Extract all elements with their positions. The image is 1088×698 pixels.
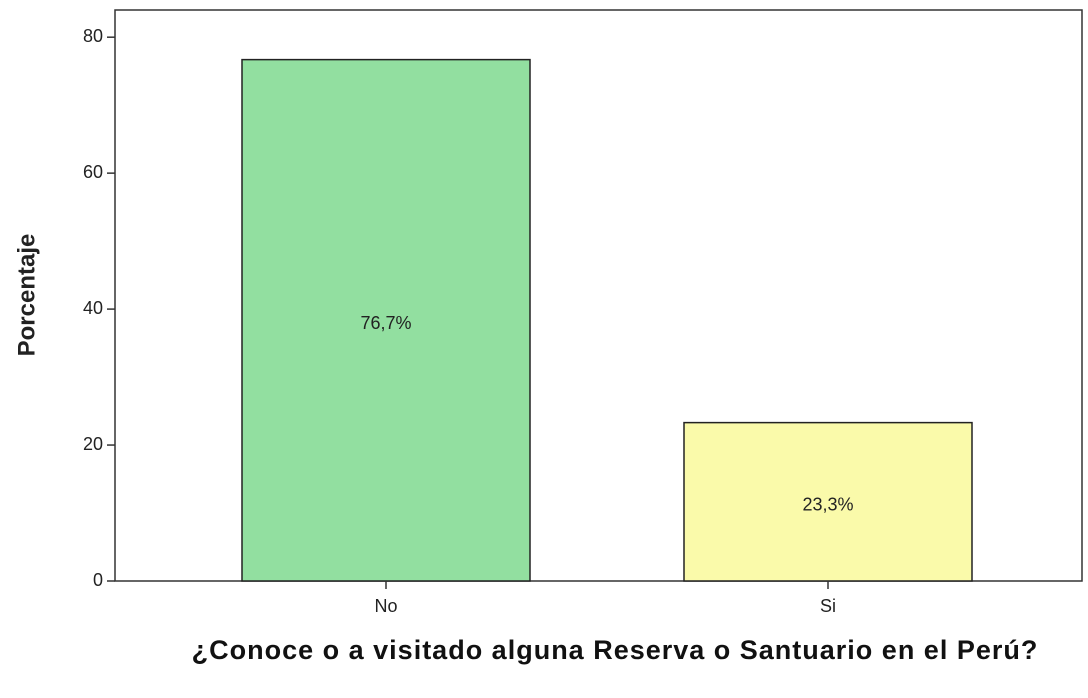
bar <box>241 58 531 582</box>
y-tick-label: 60 <box>83 162 103 182</box>
bar <box>683 421 973 582</box>
value-label: 23,3% <box>802 495 853 515</box>
y-tick-label: 20 <box>83 434 103 454</box>
plot-frame <box>114 9 1083 582</box>
x-tick-label: No <box>374 596 397 616</box>
x-axis-title: ¿Conoce o a visitado alguna Reserva o Sa… <box>191 635 1039 665</box>
x-tick-label: Si <box>820 596 836 616</box>
y-tick-label: 0 <box>93 570 103 590</box>
y-axis-title: Porcentaje <box>13 234 40 357</box>
value-label: 76,7% <box>360 313 411 333</box>
y-tick-label: 80 <box>83 26 103 46</box>
y-tick-label: 40 <box>83 298 103 318</box>
